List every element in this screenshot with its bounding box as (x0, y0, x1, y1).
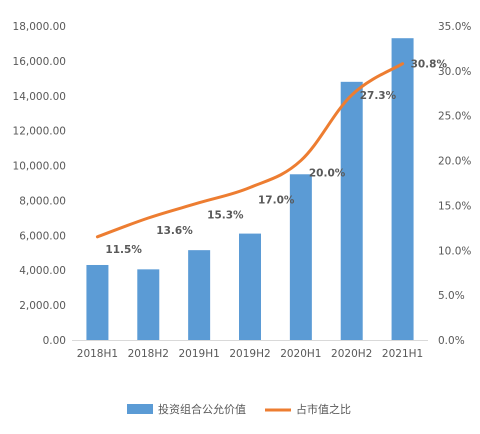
right-axis-tick-label: 5.0% (438, 290, 465, 302)
line-data-label: 30.8% (411, 59, 448, 71)
left-axis-tick-label: 4,000.00 (19, 265, 66, 277)
right-axis-tick-label: 20.0% (438, 156, 471, 168)
left-axis-tick-label: 0.00 (43, 335, 66, 347)
bar-2021H1 (391, 38, 414, 340)
bar-2018H1 (86, 264, 109, 340)
right-axis-tick-label: 25.0% (438, 111, 471, 123)
legend-label-line: 占市值之比 (296, 402, 351, 416)
right-axis-tick-label: 30.0% (438, 66, 471, 78)
bar-2019H2 (239, 233, 261, 340)
line-data-label: 15.3% (207, 210, 244, 222)
right-axis-tick-label: 10.0% (438, 245, 471, 257)
left-axis-tick-label: 8,000.00 (19, 195, 66, 207)
bar-2020H1 (289, 174, 312, 340)
x-axis-tick-label: 2021H1 (382, 348, 423, 360)
x-axis-tick-label: 2019H1 (178, 348, 219, 360)
left-axis-tick-label: 12,000.00 (13, 126, 66, 138)
x-axis-tick-label: 2018H1 (77, 348, 118, 360)
left-axis-tick-label: 2,000.00 (19, 300, 66, 312)
x-axis-tick-label: 2019H2 (229, 348, 270, 360)
bar-2018H2 (137, 269, 160, 340)
line-data-label: 17.0% (258, 194, 295, 206)
right-axis-tick-label: 0.0% (438, 335, 465, 347)
left-axis-tick-label: 18,000.00 (13, 21, 66, 33)
line-data-label: 20.0% (309, 168, 346, 180)
right-axis-tick-label: 15.0% (438, 200, 471, 212)
x-axis-tick-label: 2018H2 (128, 348, 169, 360)
left-axis-tick-label: 10,000.00 (13, 161, 66, 173)
x-axis-tick-label: 2020H1 (280, 348, 321, 360)
line-data-label: 27.3% (360, 90, 397, 102)
x-axis-tick-label: 2020H2 (331, 348, 372, 360)
legend-label-bar: 投资组合公允价值 (158, 402, 246, 416)
legend-swatch-bar (127, 404, 153, 414)
left-axis-tick-label: 16,000.00 (13, 56, 66, 68)
right-axis-tick-label: 35.0% (438, 21, 471, 33)
left-axis-tick-label: 14,000.00 (13, 91, 66, 103)
bar-2019H1 (188, 250, 211, 340)
line-series-share (95, 62, 405, 239)
line-data-label: 11.5% (105, 244, 142, 256)
line-data-label: 13.6% (156, 225, 193, 237)
left-axis-tick-label: 6,000.00 (19, 230, 66, 242)
bar-2020H2 (340, 81, 363, 341)
